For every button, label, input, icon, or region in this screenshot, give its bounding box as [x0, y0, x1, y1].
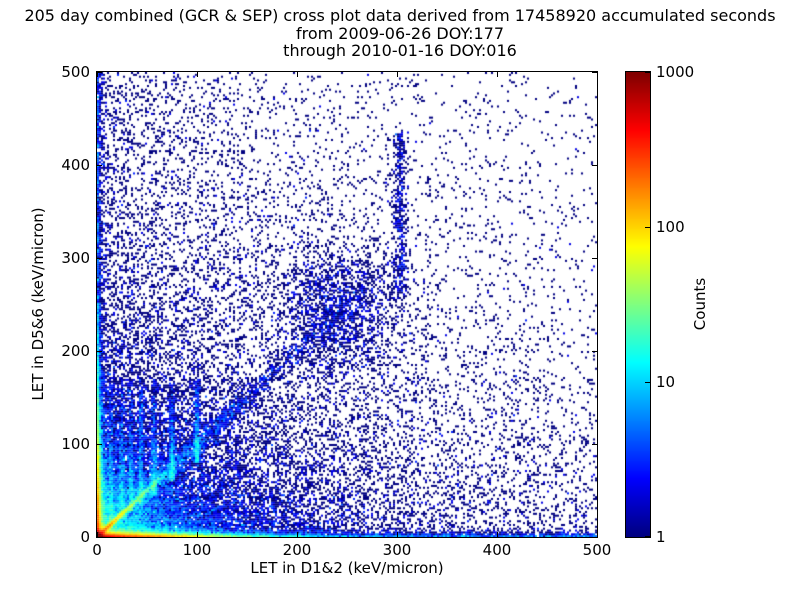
- y-axis-label: LET in D5&6 (keV/micron): [29, 207, 47, 401]
- x-tick-label: 500: [582, 541, 612, 559]
- x-tick-label: 300: [382, 541, 412, 559]
- colorbar-tick-label: 1000: [656, 63, 695, 81]
- chart-title-line-1: 205 day combined (GCR & SEP) cross plot …: [24, 6, 776, 25]
- y-tick-label: 300: [61, 249, 90, 267]
- y-tick-mark: [97, 537, 102, 538]
- x-tick-mark-top: [497, 72, 498, 77]
- y-tick-mark: [97, 258, 102, 259]
- x-tick-mark: [197, 532, 198, 537]
- y-tick-mark-right: [592, 72, 597, 73]
- y-tick-mark: [97, 351, 102, 352]
- colorbar-gradient-canvas: [626, 72, 650, 537]
- x-tick-mark-top: [97, 72, 98, 77]
- x-tick-mark-top: [297, 72, 298, 77]
- chart-title-line-3: through 2010-01-16 DOY:016: [283, 41, 517, 60]
- x-tick-mark: [297, 532, 298, 537]
- x-axis-label: LET in D1&2 (keV/micron): [250, 559, 444, 577]
- colorbar-tick-mark: [645, 227, 650, 228]
- y-tick-mark-right: [592, 444, 597, 445]
- y-tick-label: 100: [61, 435, 90, 453]
- colorbar-tick-mark: [645, 72, 650, 73]
- y-tick-mark-right: [592, 351, 597, 352]
- y-tick-mark: [97, 72, 102, 73]
- colorbar-axis-label: Counts: [691, 277, 709, 331]
- colorbar-tick-label: 10: [656, 373, 676, 391]
- chart-title-line-2: from 2009-06-26 DOY:177: [295, 24, 504, 43]
- y-tick-label: 400: [61, 156, 90, 174]
- y-tick-mark-right: [592, 165, 597, 166]
- y-tick-mark-right: [592, 258, 597, 259]
- colorbar-tick-label: 1: [656, 528, 666, 546]
- plot-area: [96, 71, 598, 538]
- y-tick-label: 500: [61, 63, 90, 81]
- x-tick-mark-top: [597, 72, 598, 77]
- colorbar-tick-mark: [645, 382, 650, 383]
- x-tick-label: 400: [482, 541, 512, 559]
- x-tick-mark: [97, 532, 98, 537]
- y-tick-label: 0: [80, 528, 90, 546]
- x-tick-mark-top: [197, 72, 198, 77]
- y-tick-mark: [97, 165, 102, 166]
- y-tick-label: 200: [61, 342, 90, 360]
- colorbar-tick-mark: [645, 536, 650, 537]
- x-tick-mark: [497, 532, 498, 537]
- x-tick-mark: [597, 532, 598, 537]
- scatter-density-canvas: [97, 72, 597, 537]
- x-tick-mark-top: [397, 72, 398, 77]
- y-tick-mark-right: [592, 537, 597, 538]
- x-tick-mark: [397, 532, 398, 537]
- x-tick-label: 200: [282, 541, 312, 559]
- y-tick-mark: [97, 444, 102, 445]
- x-tick-label: 100: [182, 541, 212, 559]
- colorbar-tick-label: 100: [656, 218, 685, 236]
- x-tick-label: 0: [92, 541, 102, 559]
- colorbar: [625, 71, 651, 538]
